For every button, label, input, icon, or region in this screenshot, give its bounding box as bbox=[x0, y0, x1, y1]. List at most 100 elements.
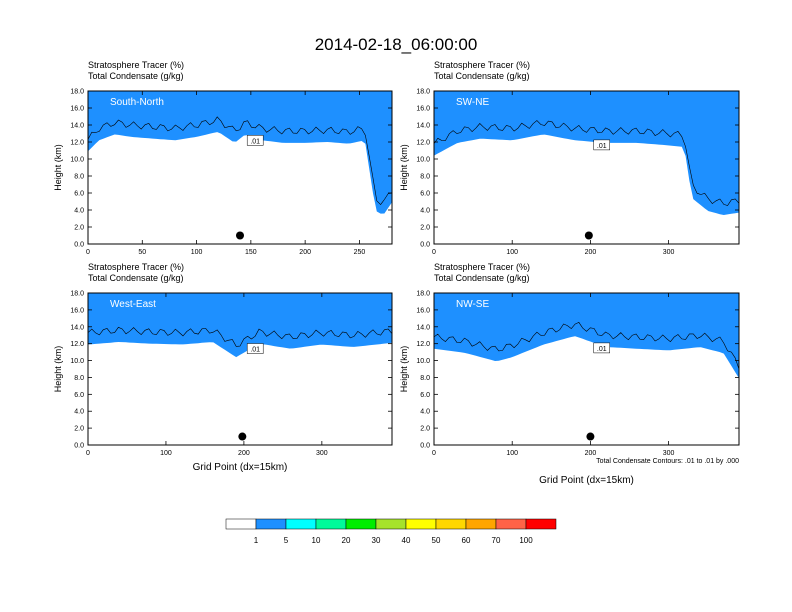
y-tick-label: 0.0 bbox=[420, 242, 430, 249]
y-tick-label: 10.0 bbox=[416, 157, 430, 164]
section-label: West-East bbox=[110, 299, 156, 310]
x-tick-label: 100 bbox=[191, 249, 203, 256]
colorbar-swatch bbox=[525, 518, 557, 530]
tracer-band bbox=[434, 293, 739, 379]
tracer-band bbox=[434, 91, 739, 215]
location-marker bbox=[584, 231, 593, 240]
y-tick-label: 0.0 bbox=[74, 443, 84, 450]
colorbar-swatch bbox=[225, 518, 257, 530]
colorbar-label: 30 bbox=[372, 536, 381, 545]
y-tick-label: 16.0 bbox=[70, 106, 84, 113]
colorbar-swatch bbox=[435, 518, 467, 530]
svg-text:.01: .01 bbox=[250, 138, 260, 145]
y-tick-label: 16.0 bbox=[416, 307, 430, 314]
y-tick-label: 14.0 bbox=[70, 324, 84, 331]
x-tick-label: 200 bbox=[585, 450, 597, 457]
y-tick-label: 18.0 bbox=[416, 89, 430, 96]
svg-text:.01: .01 bbox=[597, 346, 607, 353]
colorbar: 1 5 10 20 30 40 50 60 70 100 bbox=[225, 518, 557, 545]
y-tick-label: 2.0 bbox=[74, 225, 84, 232]
x-tick-label: 100 bbox=[506, 249, 518, 256]
x-tick-label: 0 bbox=[432, 450, 436, 457]
y-tick-label: 14.0 bbox=[416, 324, 430, 331]
colorbar-swatch bbox=[255, 518, 287, 530]
y-tick-label: 16.0 bbox=[416, 106, 430, 113]
contour-label: .01 bbox=[593, 139, 610, 151]
colorbar-label: 5 bbox=[284, 536, 289, 545]
panel-subtitle-line: Stratosphere Tracer (%) bbox=[434, 262, 530, 272]
y-axis-label: Height (km) bbox=[399, 144, 409, 191]
y-tick-label: 6.0 bbox=[420, 191, 430, 198]
y-tick-label: 4.0 bbox=[420, 409, 430, 416]
contour-label: .01 bbox=[593, 342, 610, 354]
panel-west-east: Stratosphere Tracer (%)Total Condensate … bbox=[53, 262, 393, 473]
y-tick-label: 8.0 bbox=[74, 375, 84, 382]
plot-frame bbox=[87, 292, 393, 446]
location-marker bbox=[238, 432, 247, 441]
location-marker bbox=[586, 432, 595, 441]
colorbar-swatch bbox=[345, 518, 377, 530]
contour-label: .01 bbox=[246, 135, 264, 146]
y-axis-label: Height (km) bbox=[53, 346, 63, 393]
condensate-contour bbox=[87, 116, 393, 206]
y-tick-label: 12.0 bbox=[416, 341, 430, 348]
colorbar-label: 50 bbox=[432, 536, 441, 545]
x-tick-label: 200 bbox=[585, 249, 597, 256]
tracer-band bbox=[88, 293, 392, 358]
panel-sw-ne: Stratosphere Tracer (%)Total Condensate … bbox=[399, 60, 740, 256]
y-axis-label: Height (km) bbox=[399, 346, 409, 393]
section-label: South-North bbox=[110, 97, 164, 108]
colorbar-label: 20 bbox=[342, 536, 351, 545]
y-tick-label: 14.0 bbox=[70, 123, 84, 130]
plot-frame bbox=[433, 292, 740, 446]
contour-label: .01 bbox=[246, 343, 264, 354]
colorbar-label: 70 bbox=[492, 536, 501, 545]
svg-text:.01: .01 bbox=[597, 143, 607, 150]
colorbar-swatch bbox=[285, 518, 317, 530]
x-tick-label: 200 bbox=[299, 249, 311, 256]
x-tick-label: 0 bbox=[432, 249, 436, 256]
colorbar-label: 100 bbox=[519, 536, 533, 545]
x-axis-label: Grid Point (dx=15km) bbox=[193, 462, 288, 473]
colorbar-label: 60 bbox=[462, 536, 471, 545]
x-tick-label: 0 bbox=[86, 450, 90, 457]
colorbar-swatch bbox=[405, 518, 437, 530]
panel-subtitle-line: Total Condensate (g/kg) bbox=[88, 71, 184, 81]
y-tick-label: 2.0 bbox=[420, 225, 430, 232]
panel-south-north: Stratosphere Tracer (%)Total Condensate … bbox=[53, 60, 393, 256]
condensate-contour bbox=[433, 322, 740, 370]
section-label: NW-SE bbox=[456, 299, 489, 310]
figure-title: 2014-02-18_06:00:00 bbox=[315, 35, 478, 54]
x-tick-label: 300 bbox=[663, 249, 675, 256]
x-tick-label: 300 bbox=[663, 450, 675, 457]
x-tick-label: 200 bbox=[238, 450, 250, 457]
section-label: SW-NE bbox=[456, 97, 489, 108]
panel-subtitle-line: Total Condensate (g/kg) bbox=[434, 71, 530, 81]
contour-note: Total Condensate Contours: .01 to .01 by… bbox=[596, 458, 739, 465]
condensate-contour bbox=[87, 326, 393, 347]
colorbar-swatch bbox=[465, 518, 497, 530]
x-tick-label: 100 bbox=[160, 450, 172, 457]
y-tick-label: 4.0 bbox=[74, 208, 84, 215]
y-tick-label: 2.0 bbox=[420, 426, 430, 433]
panel-subtitle-line: Total Condensate (g/kg) bbox=[434, 273, 530, 283]
location-marker bbox=[236, 231, 244, 240]
colorbar-swatch bbox=[315, 518, 347, 530]
y-tick-label: 18.0 bbox=[70, 291, 84, 298]
y-tick-label: 6.0 bbox=[74, 392, 84, 399]
panel-subtitle-line: Stratosphere Tracer (%) bbox=[88, 60, 184, 70]
y-tick-label: 10.0 bbox=[416, 358, 430, 365]
y-tick-label: 6.0 bbox=[74, 191, 84, 198]
y-tick-label: 18.0 bbox=[70, 89, 84, 96]
y-tick-label: 0.0 bbox=[420, 443, 430, 450]
y-tick-label: 0.0 bbox=[74, 242, 84, 249]
svg-text:.01: .01 bbox=[250, 347, 260, 354]
condensate-contour bbox=[433, 120, 740, 206]
panel-nw-se: Stratosphere Tracer (%)Total Condensate … bbox=[399, 262, 740, 486]
y-tick-label: 16.0 bbox=[70, 307, 84, 314]
colorbar-swatch bbox=[495, 518, 527, 530]
plot-frame bbox=[87, 90, 393, 245]
y-tick-label: 10.0 bbox=[70, 157, 84, 164]
x-axis-label: Grid Point (dx=15km) bbox=[539, 475, 634, 486]
